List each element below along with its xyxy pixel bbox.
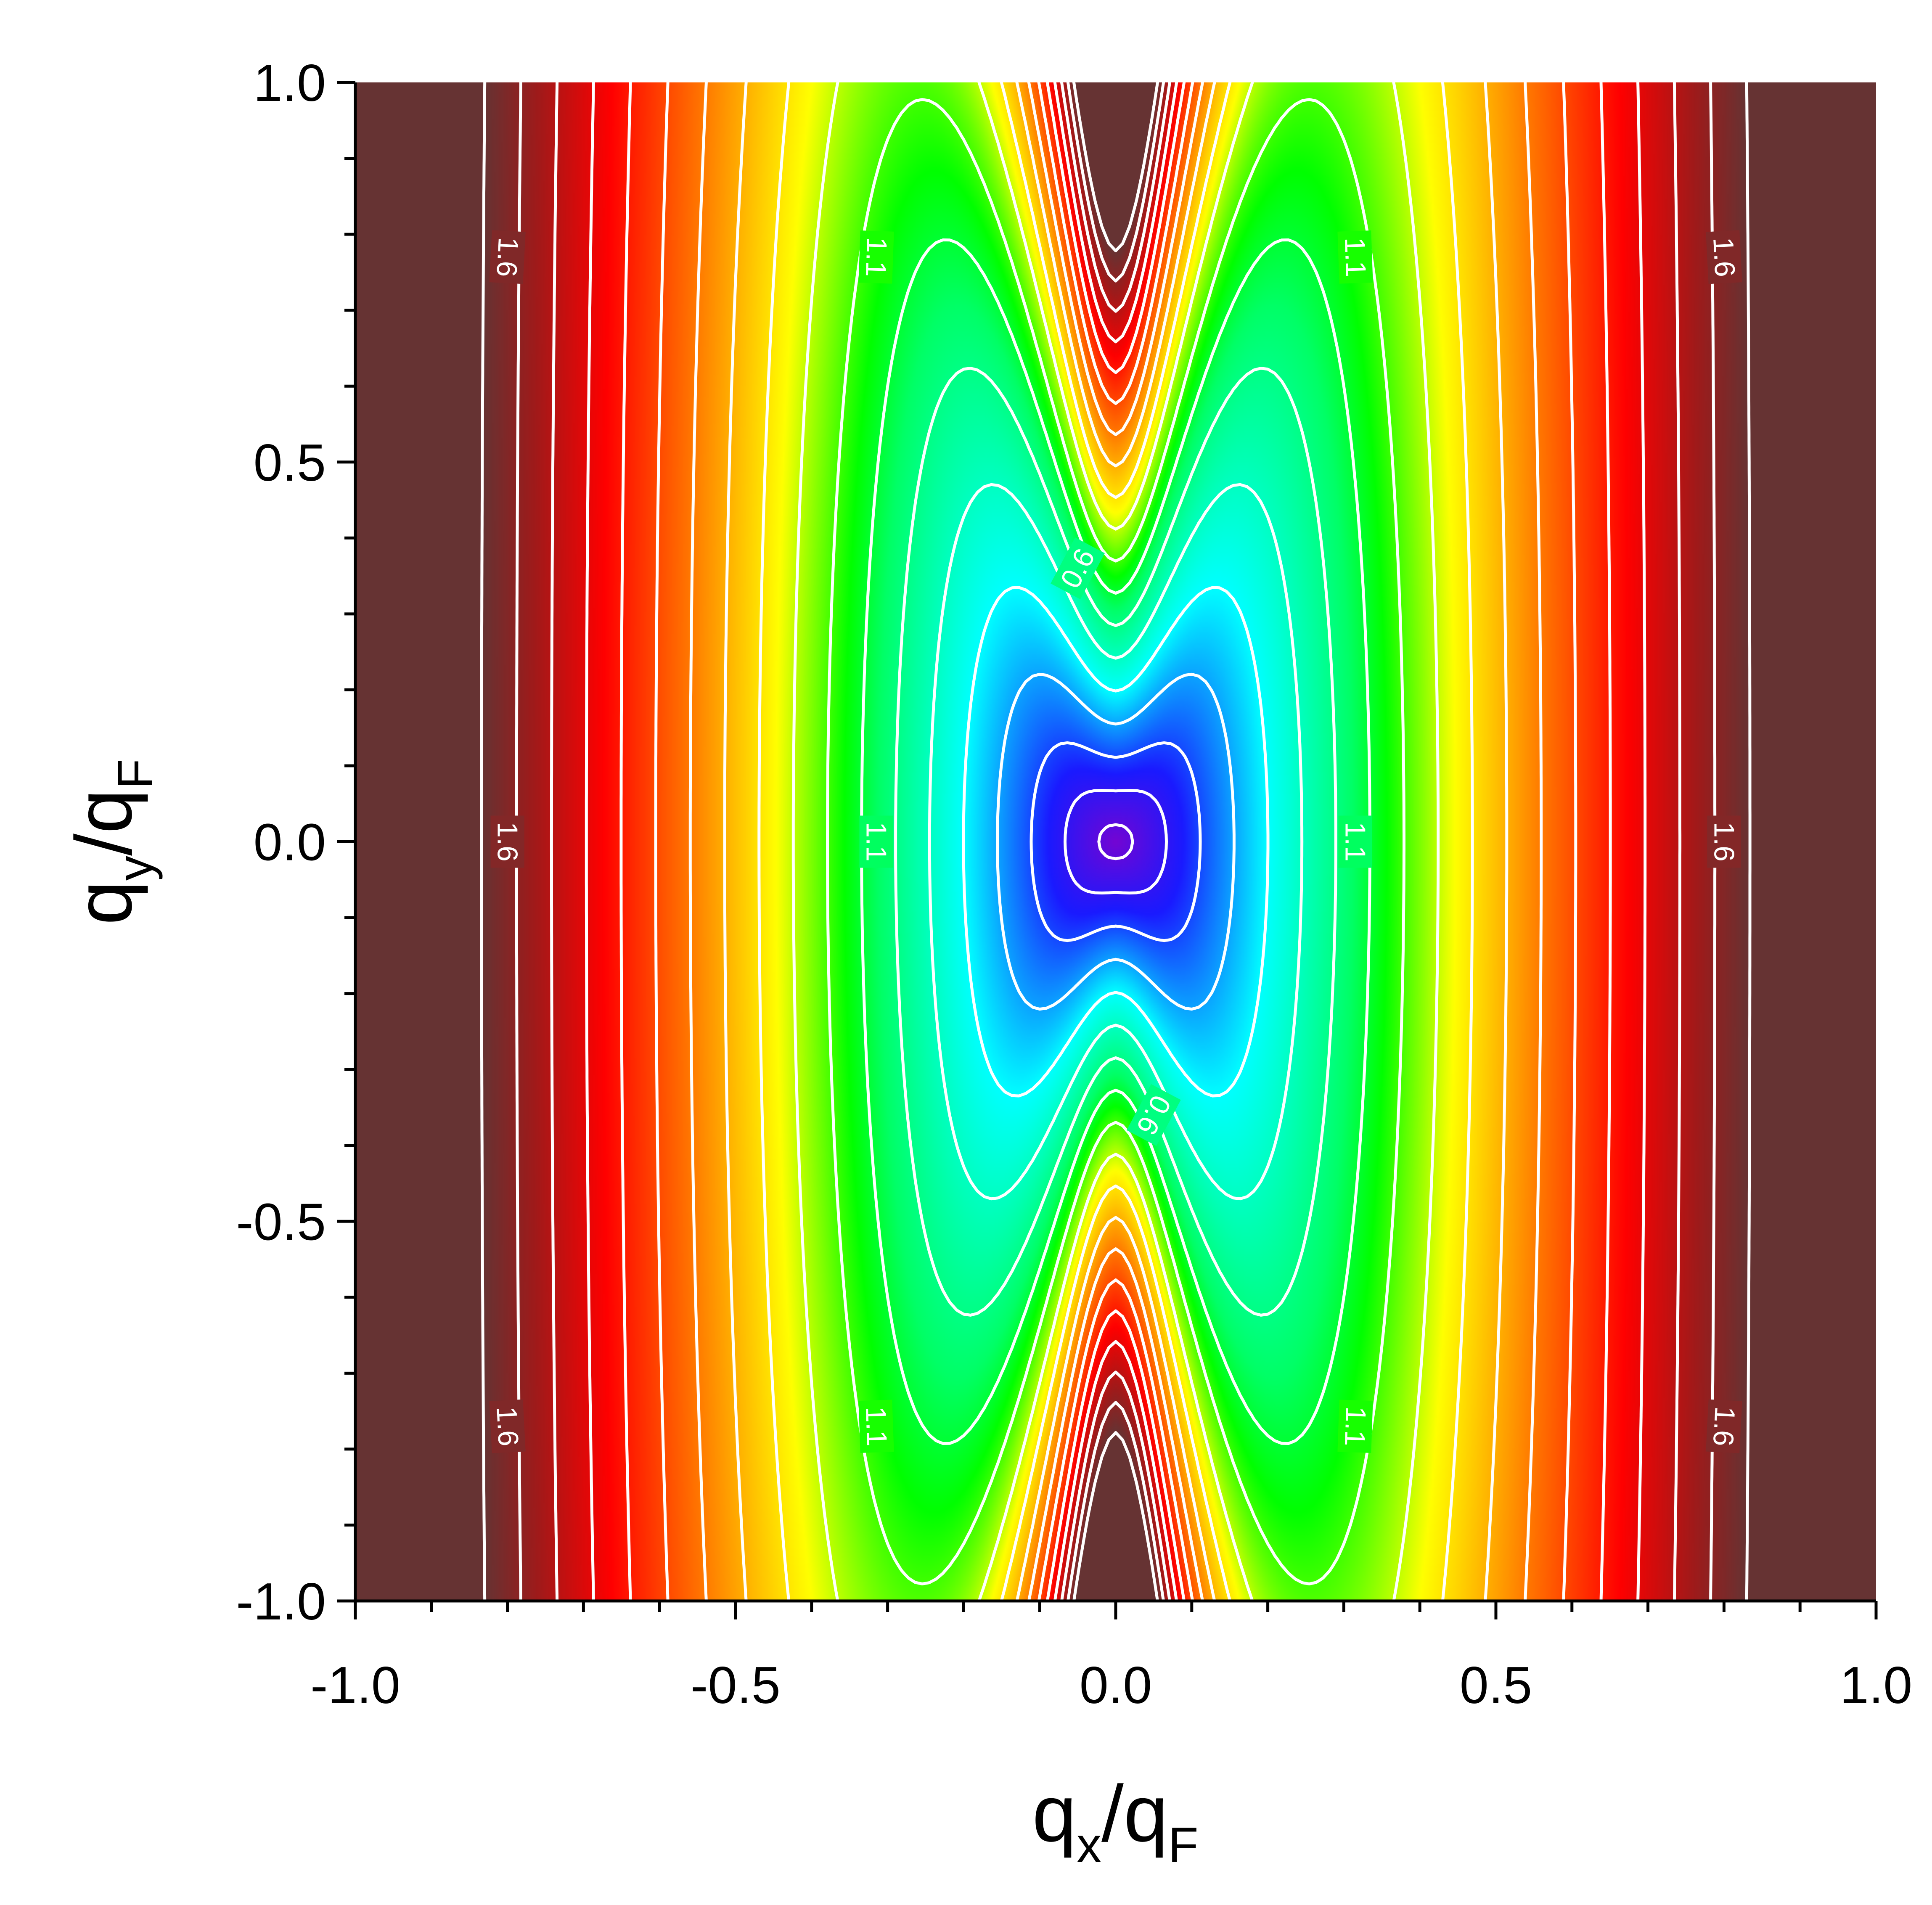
contour-label-text: 1.1 <box>860 1406 893 1447</box>
contour-line-5 <box>928 483 1304 1201</box>
y-tick-label: -0.5 <box>236 1193 326 1251</box>
contour-label-bg <box>859 815 893 868</box>
contour-line-4 <box>962 586 1270 1098</box>
contour-labels: 0.60.61.11.11.11.11.11.11.61.61.61.61.61… <box>489 230 1742 1453</box>
contour-line-3 <box>996 672 1236 1011</box>
contour-label-10: 1.6 <box>489 1399 526 1453</box>
y-axis-title: qy/qF <box>59 759 163 925</box>
contour-label-text: 1.6 <box>1708 822 1740 862</box>
contour-line-15 <box>585 82 1647 1601</box>
x-tick-label: 0.5 <box>1460 1656 1532 1714</box>
contour-line-6 <box>894 367 1337 1317</box>
contour-label-bg <box>490 815 524 868</box>
y-ticks <box>337 81 355 1603</box>
contour-label-bg <box>489 1399 526 1453</box>
contour-label-text: 1.1 <box>1339 1406 1372 1447</box>
contour-line-7 <box>860 238 1371 1445</box>
contour-label-text: 1.1 <box>860 237 893 278</box>
contour-label-bg <box>1337 230 1373 284</box>
contour-line-12 <box>688 82 1543 1601</box>
contour-label-text: 1.1 <box>1339 822 1371 862</box>
contour-label-bg <box>489 230 526 284</box>
contour-label-bg <box>1338 815 1372 868</box>
contour-label-7: 1.1 <box>1337 1400 1373 1453</box>
contour-label-bg <box>1126 1084 1181 1146</box>
contour-line-18 <box>480 82 1752 1601</box>
contour-label-bg <box>858 1400 894 1453</box>
plot-area: 0.60.61.11.11.11.11.11.11.61.61.61.61.61… <box>355 82 1876 1601</box>
y-tick-label: -1.0 <box>236 1573 326 1631</box>
contour-label-text: 1.1 <box>860 822 892 862</box>
contour-label-4: 1.1 <box>858 1400 894 1453</box>
contour-label-bg <box>1706 230 1742 284</box>
x-tick-label: 1.0 <box>1840 1656 1912 1714</box>
contour-line-1 <box>1064 789 1168 894</box>
contour-label-text: 1.6 <box>1707 236 1741 278</box>
y-tick-label: 0.0 <box>254 814 326 872</box>
contour-line-9 <box>791 82 1440 1601</box>
contour-label-bg <box>1337 1400 1373 1453</box>
contour-label-6: 1.1 <box>1338 815 1372 868</box>
contour-line-14 <box>619 82 1612 1601</box>
contour-label-text: 1.1 <box>1339 237 1372 278</box>
contour-line-0 <box>1097 823 1134 860</box>
x-tick-label: -1.0 <box>310 1656 400 1714</box>
contour-label-8: 1.6 <box>489 230 526 284</box>
contour-label-text: 1.6 <box>490 1406 524 1447</box>
x-ticks <box>354 1601 1878 1619</box>
x-axis-title: qx/qF <box>1032 1769 1198 1873</box>
contour-label-text: 1.6 <box>490 236 524 278</box>
contour-label-bg <box>1707 815 1741 868</box>
contour-label-bg <box>1051 537 1105 600</box>
y-tick-label: 1.0 <box>254 54 326 112</box>
heatmap-image <box>355 82 1876 1601</box>
contour-line-2 <box>1030 741 1202 942</box>
contour-line-13 <box>654 82 1577 1601</box>
contour-line-10 <box>757 82 1474 1601</box>
axes: -1.0 -0.5 0.0 0.5 1.0 1.0 0.5 0.0 -0.5 -1.0 <box>236 54 1912 1714</box>
contour-line-8 <box>826 98 1405 1585</box>
contour-label-bg <box>858 230 894 284</box>
contour-label-3: 1.1 <box>859 815 893 868</box>
contour-label-bg <box>1706 1399 1742 1453</box>
x-tick-label: 0.0 <box>1080 1656 1152 1714</box>
x-tick-labels: -1.0 -0.5 0.0 0.5 1.0 <box>310 1656 1912 1714</box>
contour-label-9: 1.6 <box>490 815 524 868</box>
contour-label-12: 1.6 <box>1707 815 1741 868</box>
contour-line-16 <box>550 82 1682 1601</box>
y-tick-label: 0.5 <box>254 434 326 492</box>
contour-label-13: 1.6 <box>1706 1399 1742 1453</box>
contour-label-5: 1.1 <box>1337 230 1373 284</box>
contour-line-17 <box>515 82 1717 1601</box>
y-tick-labels: 1.0 0.5 0.0 -0.5 -1.0 <box>236 54 326 1631</box>
contour-label-text: 1.6 <box>1707 1406 1741 1447</box>
contour-label-11: 1.6 <box>1706 230 1742 284</box>
contour-line-11 <box>723 82 1509 1601</box>
contour-lines <box>480 82 1752 1601</box>
contour-label-2: 1.1 <box>858 230 894 284</box>
contour-label-text: 1.6 <box>492 822 524 862</box>
x-tick-label: -0.5 <box>691 1656 781 1714</box>
